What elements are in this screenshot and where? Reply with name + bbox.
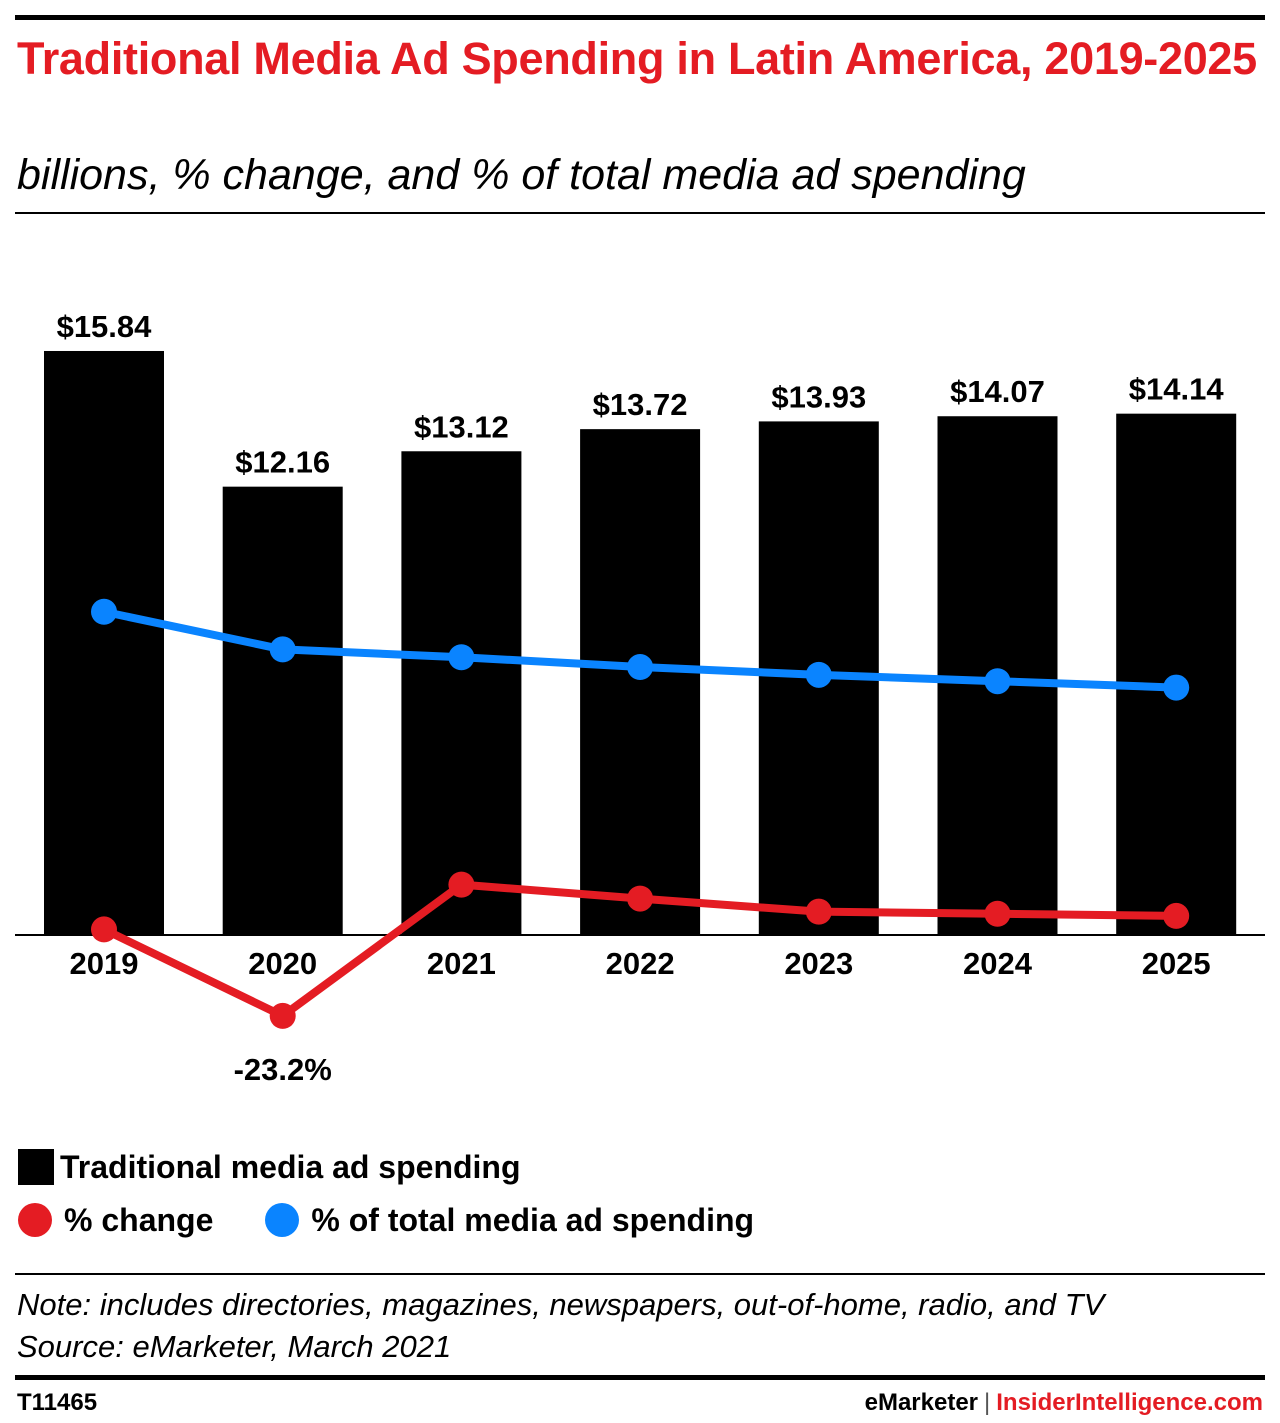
share-point-2023 — [805, 661, 832, 688]
share-label-2021: 56.8% — [417, 602, 505, 637]
change-point-2023 — [805, 898, 832, 925]
legend-item-share: % of total media ad spending — [265, 1202, 754, 1239]
change-point-2019 — [91, 916, 117, 943]
change-label-2022: 4.6% — [605, 844, 676, 879]
brand-separator: | — [984, 1389, 991, 1416]
change-label-2025: 0.5% — [1141, 861, 1212, 896]
share-point-2020 — [269, 636, 296, 663]
bar-2021 — [401, 451, 522, 935]
bar-legend-swatch — [18, 1149, 54, 1185]
share-point-2024 — [984, 668, 1011, 695]
change-label-2019: -2.7% — [64, 874, 145, 909]
change-point-2024 — [984, 900, 1011, 927]
share-label-2020: 58.4% — [239, 594, 327, 629]
data-labels-layer: $15.84 $12.16 $13.12 $13.72 $13.93 $14.07 $14.… — [57, 309, 1225, 1087]
bar-value-label-2023: $13.93 — [771, 379, 866, 414]
bars-layer — [44, 350, 1237, 936]
share-point-2019 — [91, 598, 117, 625]
brand-insider-intelligence: InsiderIntelligence.com — [996, 1389, 1263, 1416]
change-point-2022 — [627, 885, 654, 912]
legend-row-lines: % change % of total media ad spending — [18, 1200, 806, 1240]
x-tick-labels: 2019 2020 2021 2022 2023 2024 2025 — [70, 946, 1211, 981]
bar-2025 — [1116, 413, 1237, 935]
x-tick-2019: 2019 — [70, 946, 139, 981]
share-point-2022 — [627, 654, 654, 681]
change-label-2020: -23.2% — [234, 1052, 332, 1087]
share-label-2022: 54.8% — [596, 612, 684, 647]
share-label-2019: 66.1% — [60, 557, 148, 592]
footnote: Note: includes directories, magazines, n… — [17, 1287, 1105, 1322]
notes-rule — [15, 1273, 1265, 1275]
bar-value-label-2024: $14.07 — [950, 374, 1045, 409]
bar-2019 — [44, 350, 164, 935]
change-label-2024: 1.0% — [962, 859, 1033, 894]
x-tick-2021: 2021 — [427, 946, 496, 981]
share-label-2025: 50.6% — [1132, 633, 1220, 668]
brand-footer: eMarketer | InsiderIntelligence.com — [865, 1388, 1263, 1418]
footer-rule — [15, 1375, 1265, 1380]
share-point-2021 — [448, 644, 475, 671]
brand-emarketer: eMarketer — [864, 1389, 979, 1416]
source-line: Source: eMarketer, March 2021 — [17, 1329, 452, 1364]
x-tick-2020: 2020 — [248, 946, 317, 981]
chart-subtitle: billions, % change, and % of total media… — [17, 151, 1026, 199]
legend-bars-label: Traditional media ad spending — [60, 1148, 521, 1185]
share-legend-dot — [265, 1203, 300, 1237]
chart-title: Traditional Media Ad Spending in Latin A… — [17, 33, 1257, 84]
change-legend-dot — [18, 1203, 52, 1237]
bar-2020 — [222, 486, 343, 935]
x-tick-2023: 2023 — [784, 946, 853, 981]
bar-value-label-2019: $15.84 — [57, 309, 153, 344]
lines-layer — [91, 598, 1190, 1029]
share-label-2023: 53.2% — [775, 620, 863, 655]
legend-item-change: % change — [18, 1202, 213, 1239]
bar-value-label-2025: $14.14 — [1129, 372, 1225, 407]
x-tick-2022: 2022 — [606, 946, 675, 981]
share-point-2025 — [1163, 674, 1190, 701]
bar-value-label-2021: $13.12 — [414, 409, 509, 444]
change-point-2020 — [269, 1002, 296, 1029]
x-tick-2024: 2024 — [963, 946, 1033, 981]
change-label-2023: 1.5% — [783, 857, 854, 892]
legend-share-label: % of total media ad spending — [311, 1201, 755, 1238]
bar-value-label-2022: $13.72 — [593, 387, 688, 422]
x-tick-2025: 2025 — [1142, 946, 1211, 981]
change-point-2021 — [448, 871, 475, 898]
bar-value-label-2020: $12.16 — [235, 445, 330, 480]
legend-row-bars: Traditional media ad spending — [18, 1147, 521, 1187]
share-label-2024: 51.9% — [954, 626, 1042, 661]
legend-change-label: % change — [64, 1201, 214, 1238]
chart-area: 2019 2020 2021 2022 2023 2024 2025 $15.84 $12.1… — [15, 309, 1265, 1087]
change-point-2025 — [1163, 902, 1190, 929]
change-label-2021: 7.9% — [426, 830, 497, 865]
bar-2022 — [580, 429, 701, 935]
top-rule — [15, 15, 1265, 20]
chart-code: T11465 — [17, 1389, 98, 1416]
header-rule — [15, 212, 1265, 214]
